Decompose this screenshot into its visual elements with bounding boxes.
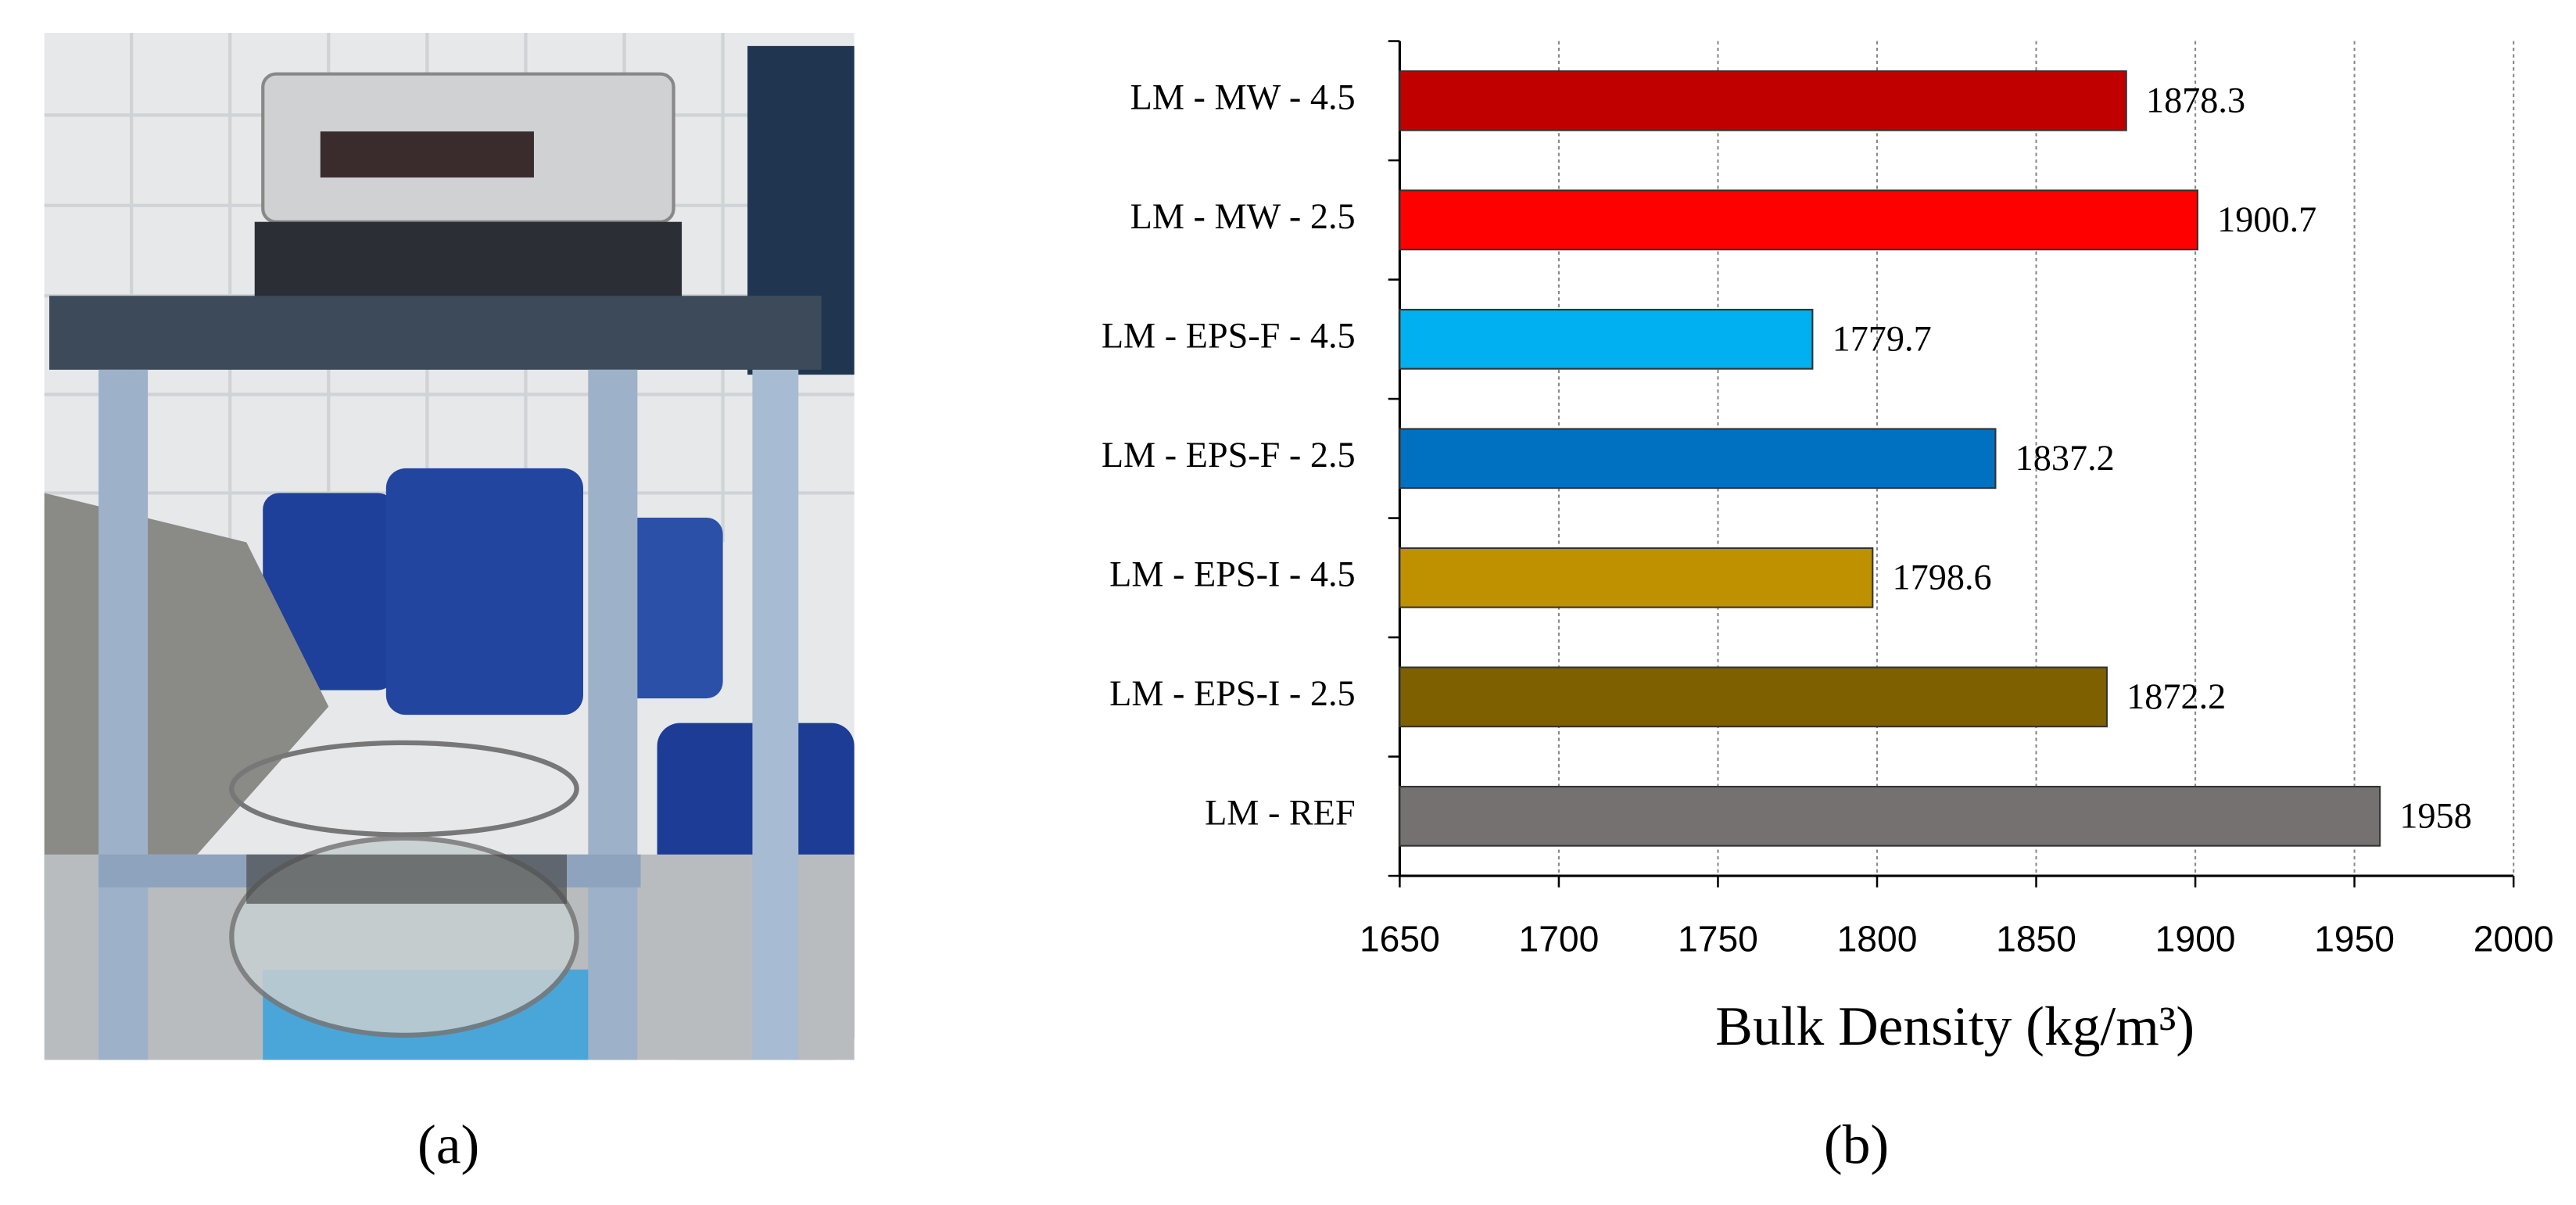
panel-label: (b) (1824, 1114, 1889, 1175)
bar (1399, 785, 2381, 847)
data-label: 1779.7 (1833, 319, 1932, 359)
panel-label: (a) (417, 1114, 479, 1175)
x-tick-label: 1900 (2155, 918, 2236, 959)
bar (1399, 308, 1814, 370)
data-label: 1872.2 (2126, 676, 2226, 716)
y-tick-label: LM - MW - 2.5 (1130, 196, 1356, 236)
data-label: 1878.3 (2146, 81, 2245, 120)
y-tick-label: LM - MW - 4.5 (1130, 77, 1356, 117)
x-tick-label: 1950 (2314, 918, 2395, 959)
data-label: 1837.2 (2015, 438, 2115, 478)
x-tick-label: 1650 (1360, 918, 1440, 959)
bar (1399, 428, 1997, 490)
data-label: 1900.7 (2217, 199, 2316, 239)
y-tick-label: LM - EPS-I - 4.5 (1109, 554, 1356, 594)
data-label: 1798.6 (1893, 558, 1992, 597)
photo (44, 33, 854, 1060)
bar (1399, 189, 2198, 251)
x-tick-label: 1850 (1996, 918, 2076, 959)
x-tick-label: 2000 (2474, 918, 2554, 959)
y-tick-label: LM - EPS-I - 2.5 (1109, 673, 1356, 713)
y-tick-label: LM - EPS-F - 2.5 (1102, 435, 1356, 475)
y-tick-label: LM - EPS-F - 4.5 (1102, 315, 1356, 355)
x-tick-label: 1700 (1519, 918, 1600, 959)
x-axis-title: Bulk Density (kg/m³) (1715, 995, 2194, 1057)
y-tick-label: LM - REF (1205, 792, 1356, 832)
bar (1399, 666, 2108, 728)
x-tick-label: 1750 (1678, 918, 1758, 959)
bar (1399, 70, 2127, 131)
bar (1399, 547, 1874, 608)
x-tick-label: 1800 (1837, 918, 1918, 959)
data-label: 1958 (2399, 796, 2471, 836)
